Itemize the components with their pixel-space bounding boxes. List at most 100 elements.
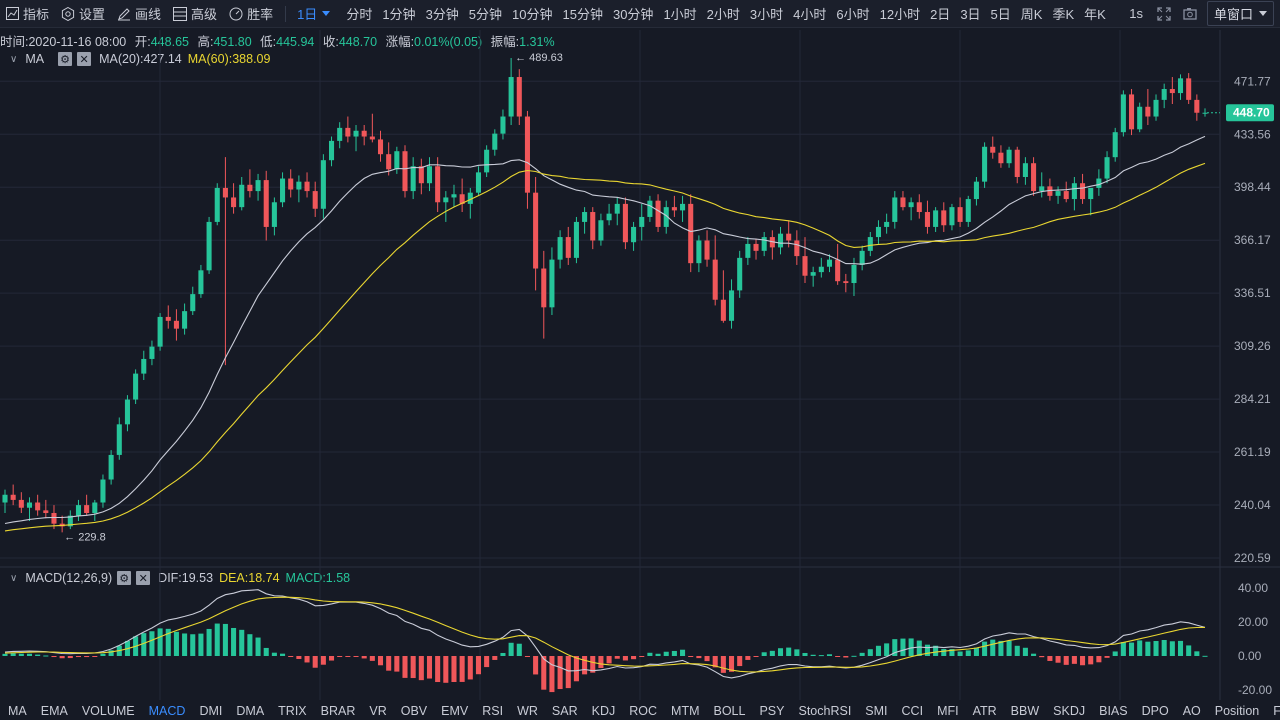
macd-bar (1022, 647, 1028, 656)
window-mode-dropdown[interactable]: 单窗口 (1206, 1, 1274, 26)
period-18[interactable]: 年K (1084, 7, 1106, 22)
indicator-skdj[interactable]: SKDJ (1053, 703, 1086, 718)
candle-body (141, 358, 147, 374)
candle-body (1112, 132, 1118, 158)
indicator-emv[interactable]: EMV (441, 703, 469, 718)
winrate-button[interactable]: 胜率 (223, 0, 279, 27)
candle-body (418, 166, 424, 184)
collapse-icon[interactable]: ∨ (10, 572, 18, 584)
indicator-mtm[interactable]: MTM (671, 703, 700, 718)
candle-body (949, 207, 955, 226)
indicator-ma[interactable]: MA (8, 703, 27, 718)
dea-line (4, 596, 1206, 673)
indicator-cci[interactable]: CCI (901, 703, 924, 718)
indicator-fundflow[interactable]: Fundflow (1273, 703, 1280, 718)
period-9[interactable]: 3小时 (749, 7, 784, 22)
period-6[interactable]: 30分钟 (612, 7, 654, 22)
macd-bar (84, 656, 90, 658)
macd-bar (190, 634, 196, 656)
macd-settings-icon[interactable]: ⚙ (117, 571, 132, 585)
indicator-position[interactable]: Position (1214, 703, 1260, 718)
collapse-icon[interactable]: ∨ (10, 53, 18, 65)
period-17[interactable]: 季K (1052, 7, 1075, 22)
indicator-volume[interactable]: VOLUME (81, 703, 135, 718)
indicator-wr[interactable]: WR (517, 703, 538, 718)
advanced-button[interactable]: 高级 (167, 0, 223, 27)
period-0[interactable]: 分时 (346, 7, 373, 22)
time-label: 时间: (0, 35, 29, 49)
ma-close-icon[interactable]: ✕ (77, 52, 92, 66)
period-11[interactable]: 6小时 (836, 7, 870, 22)
candle-body (663, 207, 669, 227)
macd-bar (1137, 640, 1143, 656)
dif-line (4, 589, 1206, 679)
indicator-brar[interactable]: BRAR (320, 703, 356, 718)
period-15[interactable]: 5日 (990, 7, 1011, 22)
period-10[interactable]: 4小时 (793, 7, 827, 22)
open-label: 开: (134, 35, 151, 49)
interval-label[interactable]: 1s (1129, 6, 1143, 21)
candle-body (329, 140, 335, 161)
camera-icon[interactable] (1183, 7, 1197, 21)
candle-body (312, 191, 318, 209)
period-5[interactable]: 15分钟 (562, 7, 603, 22)
indicator-mfi[interactable]: MFI (937, 703, 959, 718)
indicator-obv[interactable]: OBV (400, 703, 428, 718)
indicator-psy[interactable]: PSY (759, 703, 785, 718)
period-1[interactable]: 1分钟 (382, 7, 416, 22)
macd-bar (92, 656, 98, 657)
period-12[interactable]: 12小时 (879, 7, 921, 22)
macd-bar (1104, 656, 1110, 658)
grid-icon (173, 6, 188, 21)
candle-body (655, 200, 661, 227)
candle-body (484, 149, 490, 173)
period-7[interactable]: 1小时 (663, 7, 697, 22)
fullscreen-icon[interactable] (1157, 6, 1171, 21)
indicator-ema[interactable]: EMA (40, 703, 68, 718)
settings-button[interactable]: 设置 (55, 0, 111, 27)
indicators-button[interactable]: 指标 (0, 0, 55, 27)
indicator-bbw[interactable]: BBW (1010, 703, 1040, 718)
indicator-roc[interactable]: ROC (629, 703, 658, 718)
indicator-vr[interactable]: VR (369, 703, 387, 718)
indicator-macd[interactable]: MACD (148, 703, 186, 718)
indicator-rsi[interactable]: RSI (482, 703, 504, 718)
indicator-dma[interactable]: DMA (236, 703, 265, 718)
indicator-sar[interactable]: SAR (551, 703, 578, 718)
macd-bar (222, 623, 228, 656)
indicator-kdj[interactable]: KDJ (591, 703, 616, 718)
period-8[interactable]: 2小时 (706, 7, 740, 22)
macd-bar (492, 656, 498, 660)
indicator-bias[interactable]: BIAS (1099, 703, 1128, 718)
indicator-dmi[interactable]: DMI (199, 703, 223, 718)
price-chart[interactable]: 471.77 433.56 398.44 366.17 336.51 309.26 284.… (0, 0, 1280, 700)
macd-bar (1071, 656, 1077, 664)
period-16[interactable]: 周K (1020, 7, 1043, 22)
indicator-smi[interactable]: SMI (865, 703, 888, 718)
indicator-stochrsi[interactable]: StochRSI (798, 703, 852, 718)
macd-bar (35, 654, 41, 656)
period-13[interactable]: 2日 (930, 7, 951, 22)
macd-bar (835, 656, 841, 657)
period-4[interactable]: 10分钟 (512, 7, 553, 22)
period-3[interactable]: 5分钟 (468, 7, 503, 22)
candle-body (614, 203, 620, 214)
period-selector[interactable]: 1日 (292, 0, 335, 27)
period-2[interactable]: 3分钟 (425, 7, 459, 22)
candle-body (688, 203, 694, 264)
indicator-dpo[interactable]: DPO (1141, 703, 1169, 718)
indicator-trix[interactable]: TRIX (278, 703, 307, 718)
macd-bar (500, 652, 506, 656)
dea-value: DEA:18.74 (219, 571, 280, 585)
drawing-button[interactable]: 画线 (111, 0, 167, 27)
indicator-boll[interactable]: BOLL (713, 703, 746, 718)
indicator-atr[interactable]: ATR (972, 703, 997, 718)
macd-bar (998, 640, 1004, 656)
macd-bar (982, 641, 988, 656)
ma-settings-icon[interactable]: ⚙ (58, 52, 73, 66)
macd-bar (1096, 656, 1102, 663)
macd-bar (777, 648, 784, 656)
macd-close-icon[interactable]: ✕ (136, 571, 151, 585)
indicator-ao[interactable]: AO (1182, 703, 1201, 718)
period-14[interactable]: 3日 (960, 7, 981, 22)
